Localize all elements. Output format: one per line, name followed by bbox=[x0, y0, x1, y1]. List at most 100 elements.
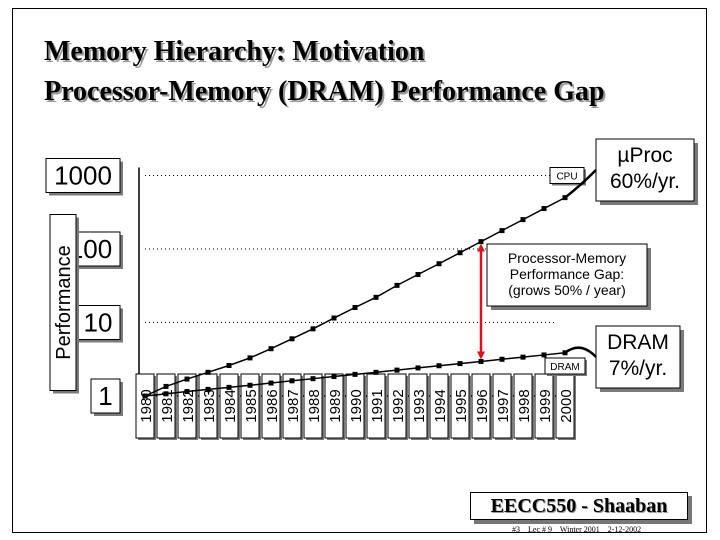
point-dram-1982 bbox=[184, 389, 190, 395]
x-tick-label-1993: 1993 bbox=[411, 389, 428, 422]
y-tick-label-1: 1 bbox=[98, 381, 112, 411]
point-cpu-1988 bbox=[310, 326, 316, 332]
x-tick-label-1998: 1998 bbox=[516, 389, 533, 422]
point-dram-1984 bbox=[226, 384, 232, 390]
point-dram-1987 bbox=[289, 378, 295, 384]
slide-title-line2: Processor-Memory (DRAM) Performance Gap bbox=[44, 76, 605, 107]
x-tick-box-1997 bbox=[492, 373, 512, 439]
point-cpu-1998 bbox=[520, 217, 526, 223]
point-cpu-1981 bbox=[163, 383, 169, 389]
point-cpu-1999 bbox=[541, 206, 547, 212]
course-name: EECC550 - Shaaban bbox=[490, 495, 668, 517]
proc-annotation-box bbox=[595, 138, 695, 202]
point-cpu-1993 bbox=[415, 271, 421, 277]
point-cpu-1995 bbox=[457, 250, 463, 256]
y-tick-box-1 bbox=[90, 378, 121, 414]
y-axis-title-box bbox=[49, 214, 77, 391]
series-label-cpu: CPU bbox=[556, 172, 577, 183]
x-tick-label-1994: 1994 bbox=[432, 389, 449, 422]
x-tick-label-1984: 1984 bbox=[222, 389, 239, 422]
gap-annotation-line-1: Processor-Memory bbox=[508, 250, 626, 266]
x-tick-label-1996: 1996 bbox=[474, 389, 491, 422]
point-dram-1996 bbox=[478, 358, 484, 364]
point-cpu-1985 bbox=[247, 355, 253, 361]
x-tick-label-1988: 1988 bbox=[306, 389, 323, 422]
x-tick-label-1980: 1980 bbox=[138, 389, 155, 422]
point-cpu-1990 bbox=[352, 304, 358, 310]
point-dram-1986 bbox=[268, 380, 274, 386]
slide-title-line1: Memory Hierarchy: Motivation bbox=[44, 36, 425, 67]
x-tick-label-1982: 1982 bbox=[180, 389, 197, 422]
y-tick-box-1000 bbox=[45, 158, 121, 193]
point-dram-1980 bbox=[142, 393, 148, 399]
x-tick-box-1986 bbox=[261, 373, 281, 439]
proc-annotation-line-2: 60%/yr. bbox=[610, 170, 680, 193]
point-cpu-1983 bbox=[205, 369, 211, 375]
point-cpu-1997 bbox=[499, 228, 505, 234]
x-tick-label-1983: 1983 bbox=[201, 389, 218, 422]
x-tick-label-1997: 1997 bbox=[495, 389, 512, 422]
x-tick-label-1986: 1986 bbox=[264, 389, 281, 422]
point-dram-1998 bbox=[520, 354, 526, 360]
point-cpu-1989 bbox=[331, 315, 337, 321]
point-dram-1989 bbox=[331, 374, 337, 380]
series-label-box-dram bbox=[544, 357, 586, 375]
x-tick-label-1992: 1992 bbox=[390, 389, 407, 422]
point-cpu-1986 bbox=[268, 346, 274, 352]
gap-annotation-line-3: (grows 50% / year) bbox=[508, 282, 625, 298]
x-tick-label-1991: 1991 bbox=[369, 389, 386, 422]
y-tick-label-1000: 1000 bbox=[54, 161, 112, 191]
x-tick-label-2000: 2000 bbox=[558, 389, 575, 422]
x-tick-box-1993 bbox=[408, 373, 428, 439]
gap-annotation-box bbox=[486, 243, 648, 307]
point-cpu-1987 bbox=[289, 336, 295, 342]
x-tick-box-1985 bbox=[240, 373, 260, 439]
lecture-number: Lec # 9 bbox=[528, 525, 552, 534]
x-tick-box-1992 bbox=[387, 373, 407, 439]
point-cpu-1991 bbox=[373, 294, 379, 300]
series-label-box-cpu bbox=[549, 167, 585, 184]
x-tick-box-1999 bbox=[534, 373, 554, 439]
point-dram-1995 bbox=[457, 361, 463, 367]
x-tick-label-1990: 1990 bbox=[348, 389, 365, 422]
x-tick-label-1999: 1999 bbox=[537, 389, 554, 422]
point-dram-1992 bbox=[394, 367, 400, 373]
x-tick-box-1988 bbox=[303, 373, 323, 439]
x-tick-label-1987: 1987 bbox=[285, 389, 302, 422]
x-tick-box-1984 bbox=[219, 373, 239, 439]
x-tick-label-1985: 1985 bbox=[243, 389, 260, 422]
point-dram-1981 bbox=[163, 391, 169, 397]
point-dram-1997 bbox=[499, 356, 505, 362]
point-dram-1991 bbox=[373, 369, 379, 375]
proc-annotation-connector bbox=[564, 169, 597, 199]
x-tick-box-1987 bbox=[282, 373, 302, 439]
point-cpu-1996 bbox=[478, 239, 484, 245]
x-tick-box-1998 bbox=[513, 373, 533, 439]
term: Winter 2001 bbox=[559, 525, 600, 534]
point-cpu-1992 bbox=[394, 282, 400, 288]
dram-annotation-line-2: 7%/yr. bbox=[609, 357, 667, 380]
footnote: #3 Lec # 9 Winter 2001 2-12-2002 bbox=[512, 525, 647, 534]
x-tick-box-1995 bbox=[450, 373, 470, 439]
x-tick-box-1980 bbox=[135, 373, 155, 439]
x-tick-box-1989 bbox=[324, 373, 344, 439]
x-tick-box-1994 bbox=[429, 373, 449, 439]
x-tick-label-1995: 1995 bbox=[453, 389, 470, 422]
x-tick-box-1982 bbox=[177, 373, 197, 439]
date: 2-12-2002 bbox=[607, 525, 642, 534]
series-layer bbox=[142, 195, 568, 399]
course-footer: EECC550 - Shaaban bbox=[470, 492, 688, 520]
point-dram-1993 bbox=[415, 365, 421, 371]
point-cpu-1994 bbox=[436, 261, 442, 267]
point-cpu-1982 bbox=[184, 376, 190, 382]
proc-annotation-line-1: µProc bbox=[617, 144, 672, 167]
point-dram-1994 bbox=[436, 363, 442, 369]
point-dram-1985 bbox=[247, 382, 253, 388]
dram-annotation-box bbox=[595, 325, 681, 389]
dram-annotation-connector bbox=[564, 346, 597, 358]
x-tick-label-1989: 1989 bbox=[327, 389, 344, 422]
annotations-layer: CPU DRAM µProc 60%/yr. DRAM 7%/yr. Processor-M… bbox=[477, 138, 698, 392]
slide-frame bbox=[12, 8, 707, 533]
